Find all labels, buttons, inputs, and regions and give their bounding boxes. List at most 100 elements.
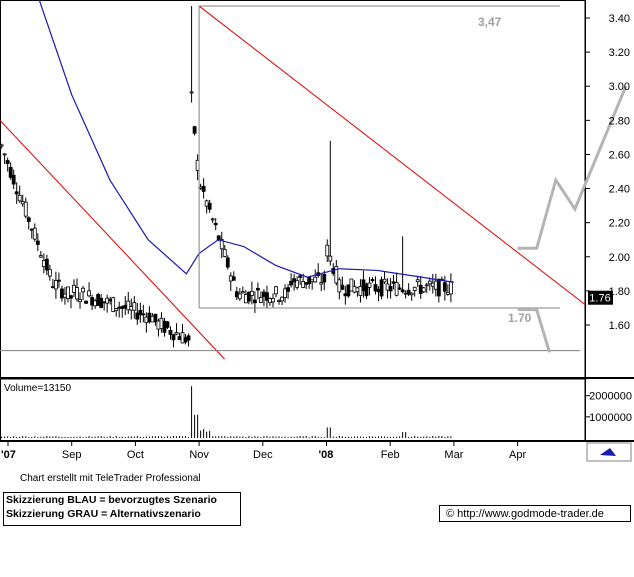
candle-body bbox=[397, 287, 402, 290]
level-annotation: 3,47 bbox=[478, 15, 502, 29]
candle-body bbox=[75, 287, 79, 300]
candle-body bbox=[373, 284, 378, 292]
candle-body bbox=[41, 260, 46, 268]
time-tick-label: Sep bbox=[62, 449, 82, 461]
candle-body bbox=[60, 288, 64, 299]
candle-body bbox=[23, 201, 28, 217]
candle-body bbox=[150, 315, 155, 323]
candle-body bbox=[346, 284, 351, 297]
candle-body bbox=[159, 317, 164, 330]
candle-body bbox=[307, 276, 312, 285]
candle-body bbox=[44, 258, 49, 271]
candle-body bbox=[256, 287, 260, 291]
candle-body bbox=[189, 91, 194, 94]
price-tick-label: 2.40 bbox=[609, 184, 630, 196]
candle-body bbox=[328, 255, 333, 262]
volume-tick-label: 2000000 bbox=[589, 391, 632, 403]
candle-body bbox=[415, 279, 420, 283]
candle-body bbox=[340, 284, 345, 290]
candle-body bbox=[406, 289, 411, 295]
level-annotation: 1.70 bbox=[508, 311, 532, 325]
candle-body bbox=[17, 194, 22, 202]
candle-body bbox=[292, 278, 296, 283]
candle-body bbox=[156, 320, 161, 330]
candle-body bbox=[180, 332, 185, 344]
volume-panel-frame bbox=[0, 378, 586, 442]
candle-body bbox=[436, 278, 441, 297]
candle-body bbox=[117, 306, 122, 309]
candle-body bbox=[69, 295, 73, 299]
candle-body bbox=[391, 281, 396, 284]
candle-body bbox=[219, 239, 224, 250]
candle-body bbox=[253, 299, 257, 304]
candle-body bbox=[382, 278, 387, 283]
candle-body bbox=[394, 282, 399, 296]
candle-body bbox=[66, 286, 70, 300]
candle-body bbox=[325, 244, 330, 257]
price-tick-label: 3.20 bbox=[609, 47, 630, 59]
candle-body bbox=[5, 160, 10, 164]
price-tick-label: 3.40 bbox=[609, 13, 630, 25]
candle-body bbox=[135, 312, 140, 320]
candle-body bbox=[268, 298, 272, 303]
candle-body bbox=[385, 283, 390, 291]
candle-body bbox=[207, 202, 212, 210]
candle-body bbox=[283, 288, 287, 298]
time-tick-label: Oct bbox=[127, 449, 144, 461]
time-axis: '07 Sep Oct Nov Dec '08 Feb Mar Apr bbox=[1, 441, 526, 461]
candle-body bbox=[277, 299, 281, 302]
candle-body bbox=[448, 281, 453, 295]
candle-body bbox=[29, 228, 34, 231]
candle-body bbox=[144, 316, 149, 323]
moving-average-layer bbox=[38, 0, 454, 283]
candle-body bbox=[237, 293, 242, 300]
candle-body bbox=[271, 298, 275, 303]
candle-body bbox=[84, 300, 88, 304]
candle-body bbox=[322, 273, 327, 283]
annotation-lines-layer: 3,47 1.70 bbox=[0, 5, 586, 360]
price-tick-label: 2.80 bbox=[609, 115, 630, 127]
candle-body bbox=[126, 300, 131, 311]
price-tick-label: 2.20 bbox=[609, 218, 630, 230]
candle-body bbox=[38, 255, 43, 258]
moving-average-line bbox=[38, 0, 454, 283]
candle-body bbox=[289, 280, 293, 286]
candle-body bbox=[153, 313, 158, 323]
candle-body bbox=[26, 217, 31, 222]
candle-body bbox=[379, 279, 384, 297]
candle-body bbox=[177, 336, 182, 341]
candle-body bbox=[249, 290, 254, 296]
time-tick-label: Nov bbox=[189, 449, 209, 461]
candle-body bbox=[186, 335, 191, 341]
candle-body bbox=[361, 279, 366, 292]
candle-body bbox=[310, 279, 315, 283]
candle-body bbox=[35, 240, 40, 245]
source-link[interactable]: © http://www.godmode-trader.de bbox=[439, 505, 631, 522]
candle-body bbox=[120, 306, 125, 309]
scenario-grey-up bbox=[517, 85, 628, 250]
candle-body bbox=[388, 286, 393, 292]
source-url[interactable]: http://www.godmode-trader.de bbox=[457, 508, 604, 520]
candle-body bbox=[421, 287, 426, 293]
candle-body bbox=[201, 185, 206, 192]
candle-body bbox=[2, 153, 7, 156]
candle-body bbox=[210, 218, 215, 221]
price-tick-label: 1.60 bbox=[609, 320, 630, 332]
candle-body bbox=[105, 297, 110, 304]
candle-body bbox=[234, 291, 239, 298]
candle-body bbox=[93, 300, 97, 307]
candle-body bbox=[225, 257, 230, 268]
candle-body bbox=[298, 275, 303, 278]
candle-body bbox=[96, 294, 101, 306]
candle-body bbox=[162, 320, 167, 333]
candle-body bbox=[352, 285, 357, 293]
candle-body bbox=[8, 167, 13, 178]
price-axis: 3.40 3.20 3.00 2.80 2.60 2.40 2.20 2.00 1.80 1.60… bbox=[585, 13, 630, 332]
candle-body bbox=[280, 296, 284, 302]
candle-body bbox=[168, 329, 173, 335]
candle-body bbox=[228, 275, 233, 282]
volume-label: Volume=13150 bbox=[4, 383, 71, 394]
candle-body bbox=[99, 297, 104, 308]
candle-body bbox=[54, 280, 58, 290]
candle-body bbox=[274, 286, 278, 295]
